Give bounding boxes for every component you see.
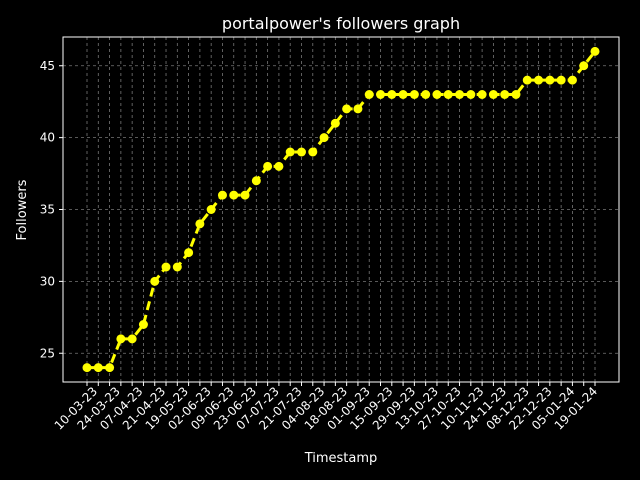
data-point [545,75,555,85]
chart-title: portalpower's followers graph [222,14,460,33]
data-point [296,147,306,157]
data-point [455,90,465,99]
data-point [579,61,589,71]
data-point [127,334,137,344]
data-point [150,276,160,286]
y-tick-label: 30 [40,274,55,288]
x-axis-label: Timestamp [304,451,378,466]
data-point [251,176,261,186]
data-point [567,75,577,85]
data-point [376,90,386,99]
series-line [87,50,597,370]
y-tick-label: 45 [40,59,55,73]
data-point [285,147,295,157]
data-point [330,118,340,128]
data-point [206,205,216,214]
data-points-group [82,46,600,373]
data-point [432,90,442,99]
y-tick-label: 40 [40,131,55,145]
y-ticks: 25 30 35 40 45 [40,59,63,360]
data-point [488,90,498,99]
data-point [398,90,408,99]
data-point [590,46,600,56]
data-point [217,190,227,200]
data-point [511,90,521,99]
data-point [556,75,566,85]
data-point [263,161,273,171]
y-axis-label: Followers [15,179,30,240]
data-point [116,334,126,344]
data-point [138,320,148,329]
data-point [308,147,318,157]
data-point [466,90,476,99]
data-point [534,75,544,85]
data-point [443,90,453,99]
series-line-group [87,50,597,370]
y-tick-label: 35 [40,203,55,217]
data-point [105,363,115,373]
data-point [229,190,239,200]
y-tick-label: 25 [40,346,55,360]
data-point [240,190,250,200]
data-point [172,262,182,272]
data-point [184,248,194,258]
data-point [477,90,487,99]
data-point [319,133,329,143]
data-point [522,75,532,85]
data-point [353,104,363,114]
data-point [387,90,397,99]
data-point [93,363,103,373]
data-point [342,104,352,114]
data-point [274,161,284,171]
data-point [364,90,374,99]
data-point [82,363,92,373]
data-point [195,219,205,229]
data-point [409,90,419,99]
data-point [421,90,431,99]
data-point [500,90,510,99]
data-point [161,262,171,272]
